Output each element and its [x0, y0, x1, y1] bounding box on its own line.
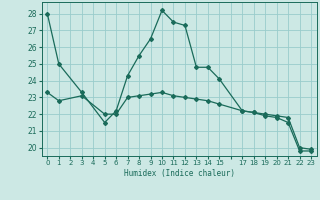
X-axis label: Humidex (Indice chaleur): Humidex (Indice chaleur)	[124, 169, 235, 178]
